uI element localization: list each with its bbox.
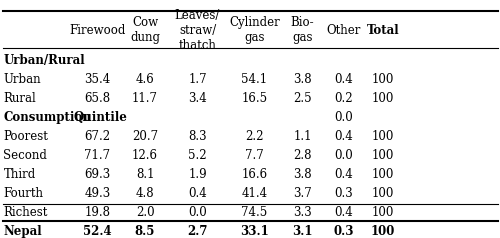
Text: 0.0: 0.0 xyxy=(334,149,353,162)
Text: 1.7: 1.7 xyxy=(188,73,207,86)
Text: 5.2: 5.2 xyxy=(188,149,207,162)
Text: 2.7: 2.7 xyxy=(187,225,208,238)
Text: 20.7: 20.7 xyxy=(132,130,158,143)
Text: 100: 100 xyxy=(372,92,394,105)
Text: 2.8: 2.8 xyxy=(293,149,312,162)
Text: 0.0: 0.0 xyxy=(188,206,207,219)
Text: Urban: Urban xyxy=(4,73,41,86)
Text: 41.4: 41.4 xyxy=(241,187,268,200)
Text: 100: 100 xyxy=(372,73,394,86)
Text: Richest: Richest xyxy=(4,206,48,219)
Text: 1.9: 1.9 xyxy=(188,168,207,181)
Text: 54.1: 54.1 xyxy=(241,73,268,86)
Text: 4.8: 4.8 xyxy=(136,187,154,200)
Text: 3.7: 3.7 xyxy=(293,187,312,200)
Text: Bio-
gas: Bio- gas xyxy=(290,16,314,44)
Text: 3.4: 3.4 xyxy=(188,92,207,105)
Text: 69.3: 69.3 xyxy=(84,168,110,181)
Text: 19.8: 19.8 xyxy=(84,206,110,219)
Text: 100: 100 xyxy=(372,149,394,162)
Text: 16.5: 16.5 xyxy=(241,92,268,105)
Text: Total: Total xyxy=(367,24,400,37)
Text: 100: 100 xyxy=(372,206,394,219)
Text: 100: 100 xyxy=(372,168,394,181)
Text: 0.4: 0.4 xyxy=(334,206,353,219)
Text: Cow
dung: Cow dung xyxy=(130,16,160,44)
Text: 3.1: 3.1 xyxy=(292,225,313,238)
Text: Poorest: Poorest xyxy=(4,130,48,143)
Text: 1.1: 1.1 xyxy=(293,130,312,143)
Text: Rural: Rural xyxy=(4,92,36,105)
Text: Urban/Rural: Urban/Rural xyxy=(4,54,85,67)
Text: 35.4: 35.4 xyxy=(84,73,110,86)
Text: 16.6: 16.6 xyxy=(241,168,268,181)
Text: 8.3: 8.3 xyxy=(188,130,207,143)
Text: 33.1: 33.1 xyxy=(240,225,268,238)
Text: 0.3: 0.3 xyxy=(334,225,354,238)
Text: Leaves/
straw/
thatch: Leaves/ straw/ thatch xyxy=(175,9,220,52)
Text: 0.0: 0.0 xyxy=(334,111,353,124)
Text: 0.3: 0.3 xyxy=(334,187,353,200)
Text: 52.4: 52.4 xyxy=(83,225,112,238)
Text: 67.2: 67.2 xyxy=(84,130,110,143)
Text: 0.4: 0.4 xyxy=(334,168,353,181)
Text: Second: Second xyxy=(4,149,48,162)
Text: Nepal: Nepal xyxy=(4,225,42,238)
Text: 3.3: 3.3 xyxy=(293,206,312,219)
Text: 2.5: 2.5 xyxy=(293,92,312,105)
Text: 3.8: 3.8 xyxy=(293,73,312,86)
Text: 7.7: 7.7 xyxy=(245,149,264,162)
Text: Fourth: Fourth xyxy=(4,187,43,200)
Text: 0.4: 0.4 xyxy=(334,130,353,143)
Text: 4.6: 4.6 xyxy=(136,73,154,86)
Text: 12.6: 12.6 xyxy=(132,149,158,162)
Text: Quintile: Quintile xyxy=(74,111,128,124)
Text: 100: 100 xyxy=(372,130,394,143)
Text: Firewood: Firewood xyxy=(70,24,126,37)
Text: 0.4: 0.4 xyxy=(334,73,353,86)
Text: 8.1: 8.1 xyxy=(136,168,154,181)
Text: 74.5: 74.5 xyxy=(241,206,268,219)
Text: 100: 100 xyxy=(371,225,396,238)
Text: Cylinder
gas: Cylinder gas xyxy=(229,16,280,44)
Text: 2.2: 2.2 xyxy=(245,130,264,143)
Text: 0.4: 0.4 xyxy=(188,187,207,200)
Text: Third: Third xyxy=(4,168,36,181)
Text: Other: Other xyxy=(327,24,361,37)
Text: 49.3: 49.3 xyxy=(84,187,110,200)
Text: 8.5: 8.5 xyxy=(135,225,155,238)
Text: 3.8: 3.8 xyxy=(293,168,312,181)
Text: 0.2: 0.2 xyxy=(334,92,353,105)
Text: 65.8: 65.8 xyxy=(84,92,110,105)
Text: 71.7: 71.7 xyxy=(84,149,110,162)
Text: Consumption: Consumption xyxy=(4,111,92,124)
Text: 100: 100 xyxy=(372,187,394,200)
Text: 11.7: 11.7 xyxy=(132,92,158,105)
Text: 2.0: 2.0 xyxy=(136,206,154,219)
